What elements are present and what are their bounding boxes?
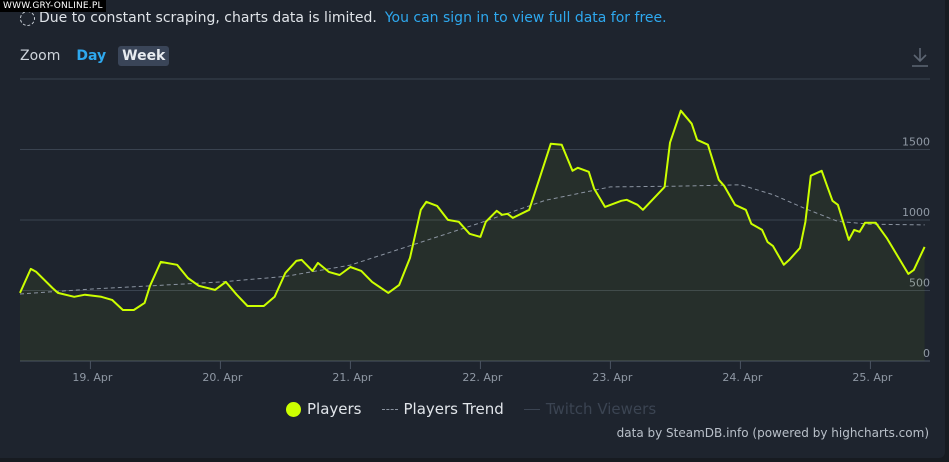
data-limit-notice: Due to constant scraping, charts data is…: [20, 10, 667, 26]
y-tick-label: 1000: [902, 206, 930, 219]
players-trend-line: [19, 184, 925, 295]
download-button[interactable]: [910, 46, 930, 68]
legend-line-icon: [523, 408, 540, 410]
watermark: WWW.GRY-ONLINE.PL: [0, 0, 106, 12]
legend-players-trend[interactable]: Players Trend: [381, 400, 504, 418]
x-tick-label: 23. Apr: [592, 371, 632, 384]
legend-dot-icon: [286, 401, 301, 417]
players-area: [20, 110, 925, 361]
y-tick-label: 0: [923, 347, 930, 360]
download-icon: [912, 48, 928, 67]
x-tick-label: 24. Apr: [722, 371, 762, 384]
credits[interactable]: data by SteamDB.info (powered by highcha…: [616, 426, 929, 440]
x-tick-label: 20. Apr: [202, 371, 242, 384]
legend-label: Twitch Viewers: [545, 400, 657, 418]
legend: Players Players Trend Twitch Viewers: [286, 400, 676, 418]
x-tick-label: 21. Apr: [332, 371, 372, 384]
legend-label: Players Trend: [403, 400, 504, 418]
zoom-day-button[interactable]: Day: [76, 48, 107, 64]
zoom-week-button[interactable]: Week: [118, 46, 170, 66]
y-tick-label: 1500: [902, 136, 930, 149]
y-tick-label: 500: [909, 277, 930, 290]
legend-players[interactable]: Players: [286, 400, 362, 418]
zoom-label: Zoom: [20, 48, 61, 64]
legend-label: Players: [307, 400, 362, 418]
x-tick-label: 22. Apr: [462, 371, 502, 384]
legend-dash-icon: [381, 408, 398, 410]
sign-in-link[interactable]: You can sign in to view full data for fr…: [384, 10, 667, 26]
x-tick-label: 19. Apr: [72, 371, 112, 384]
x-tick-label: 25. Apr: [852, 371, 892, 384]
legend-twitch-viewers[interactable]: Twitch Viewers: [523, 400, 657, 418]
notice-text: Due to constant scraping, charts data is…: [39, 10, 377, 26]
zoom-selector: Zoom Day Week: [20, 46, 170, 66]
